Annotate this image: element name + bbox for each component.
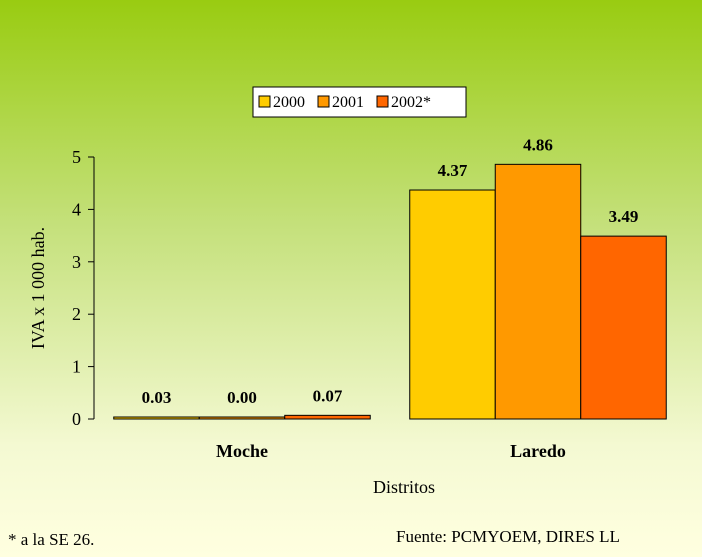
data-label: 3.49 [609, 207, 639, 226]
y-axis-label: IVA x 1 000 hab. [28, 227, 48, 349]
y-tick-label: 0 [72, 409, 81, 429]
bar-moche-2002 [284, 414, 371, 420]
y-tick-label: 2 [72, 304, 81, 324]
y-tick-label: 1 [72, 357, 81, 377]
data-label: 0.00 [227, 388, 257, 407]
data-label: 0.03 [142, 388, 172, 407]
legend-label: 2001 [332, 94, 364, 111]
y-tick-label: 3 [72, 252, 81, 272]
bar-moche-2000 [113, 416, 200, 420]
data-label: 4.37 [438, 161, 468, 180]
data-label: 4.86 [523, 135, 553, 154]
bar-moche-2001 [198, 416, 286, 420]
legend-swatch-2001 [317, 95, 330, 108]
bar-laredo-2001 [494, 163, 582, 420]
data-label: 0.07 [313, 386, 343, 405]
bar-laredo-2000 [409, 189, 496, 420]
source-note: Fuente: PCMYOEM, DIRES LL [396, 527, 620, 546]
legend-swatch-2000 [258, 95, 271, 108]
legend-label: 2002* [391, 94, 431, 111]
legend-swatch-2002 [376, 95, 389, 108]
x-axis-label: Distritos [373, 477, 435, 497]
legend [252, 86, 467, 118]
bar-laredo-2002 [580, 235, 667, 420]
x-category-label: Moche [216, 441, 268, 461]
y-tick-label: 4 [72, 199, 81, 219]
legend-label: 2000 [273, 94, 305, 111]
x-category-label: Laredo [510, 441, 566, 461]
footnote: * a la SE 26. [8, 530, 95, 549]
y-tick-label: 5 [72, 147, 81, 167]
